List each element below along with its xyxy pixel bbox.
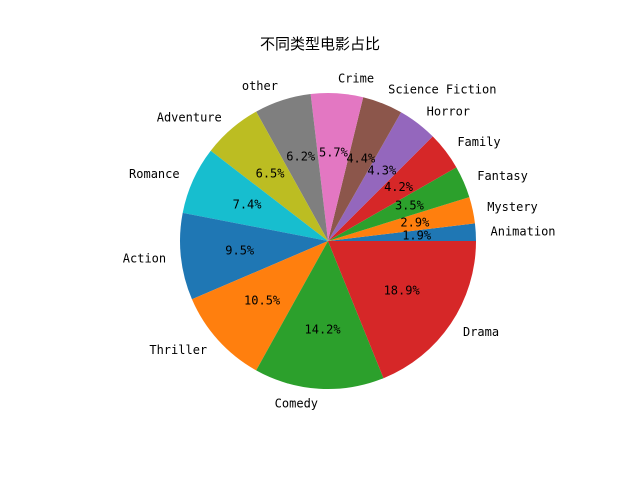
pie-slice-family bbox=[328, 136, 457, 241]
category-label-horror: Horror bbox=[427, 105, 470, 119]
percent-label-horror: 4.3% bbox=[367, 163, 397, 177]
category-label-family: Family bbox=[457, 135, 500, 149]
percent-labels: 1.9%2.9% 3.5% 4.2% 4.3%4.4%5.7%6.2%6.5% 7.4%… bbox=[225, 145, 432, 336]
pie-slices bbox=[180, 93, 476, 389]
chart-title: 不同类型电影占比 bbox=[260, 35, 380, 53]
percent-label-animation: 1.9% bbox=[402, 229, 432, 243]
pie-slice-drama bbox=[328, 241, 476, 379]
category-label-fantasy: Fantasy bbox=[477, 169, 528, 183]
pie-slice-comedy bbox=[256, 241, 384, 389]
percent-label-science-fiction: 4.4% bbox=[346, 151, 376, 165]
category-label-romance: Romance bbox=[129, 167, 180, 181]
pie-slice-animation bbox=[328, 223, 476, 241]
percent-label-adventure: 6.5% bbox=[256, 167, 286, 181]
category-labels: Animation Mystery Fantasy Family Horror Scien… bbox=[123, 72, 556, 411]
percent-label-mystery: 2.9% bbox=[400, 215, 430, 229]
category-label-animation: Animation bbox=[491, 224, 556, 238]
percent-label-action: 9.5% bbox=[225, 243, 255, 257]
category-label-comedy: Comedy bbox=[275, 396, 318, 410]
category-label-action: Action bbox=[123, 251, 166, 265]
pie-slice-science-fiction bbox=[328, 97, 402, 241]
percent-label-drama: 18.9% bbox=[384, 284, 421, 298]
percent-label-romance: 7.4% bbox=[233, 197, 263, 211]
category-label-science-fiction: Science Fiction bbox=[388, 83, 496, 97]
pie-slice-adventure bbox=[210, 111, 328, 242]
pie-slice-other bbox=[256, 94, 328, 241]
category-label-crime: Crime bbox=[338, 72, 374, 86]
percent-label-thriller: 10.5% bbox=[244, 294, 281, 308]
category-label-drama: Drama bbox=[463, 325, 499, 339]
percent-label-fantasy: 3.5% bbox=[395, 199, 425, 213]
pie-slice-thriller bbox=[191, 241, 328, 371]
pie-slice-horror bbox=[328, 112, 433, 242]
category-label-other: other bbox=[242, 79, 278, 93]
category-label-thriller: Thriller bbox=[149, 343, 207, 357]
pie-slice-action bbox=[180, 212, 328, 300]
pie-slice-mystery bbox=[328, 197, 475, 241]
percent-label-family: 4.2% bbox=[384, 180, 414, 194]
pie-slice-crime bbox=[310, 93, 364, 241]
pie-slice-romance bbox=[182, 150, 328, 241]
percent-label-comedy: 14.2% bbox=[305, 323, 342, 337]
percent-label-other: 6.2% bbox=[286, 149, 316, 163]
category-label-adventure: Adventure bbox=[157, 111, 222, 125]
pie-slice-fantasy bbox=[328, 167, 470, 241]
percent-label-crime: 5.7% bbox=[319, 145, 349, 159]
category-label-mystery: Mystery bbox=[487, 200, 538, 214]
